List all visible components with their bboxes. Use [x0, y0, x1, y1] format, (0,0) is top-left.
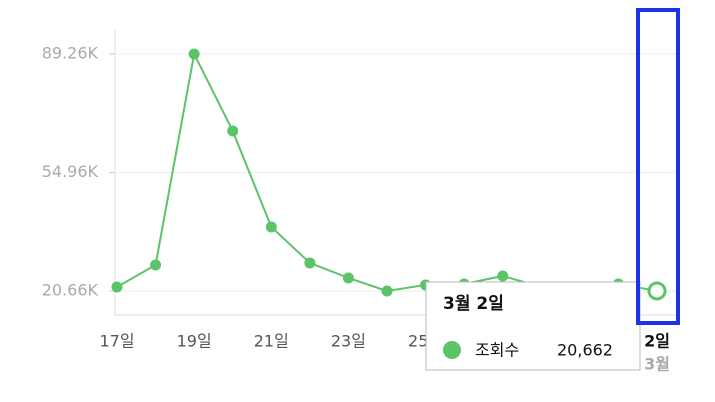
tooltip-box — [425, 281, 641, 371]
point — [265, 221, 277, 233]
y-tick-label: 89.26K — [42, 43, 99, 62]
y-tick-label: 54.96K — [42, 162, 99, 181]
point — [342, 272, 354, 284]
x-tick-label: 17일 — [99, 332, 134, 351]
point — [497, 270, 509, 282]
x-month-label: 3월 — [644, 355, 670, 374]
point — [188, 48, 200, 60]
tooltip-series-name: 조회수 — [475, 341, 519, 360]
point — [111, 281, 123, 293]
x-tick-label: 23일 — [331, 332, 366, 351]
y-tick-label: 20.66K — [42, 280, 99, 299]
point — [227, 125, 239, 137]
tooltip-value: 20,662 — [557, 341, 613, 360]
tooltip-title: 3월 2일 — [443, 294, 504, 314]
point — [647, 281, 667, 301]
tooltip-legend-dot — [443, 341, 461, 359]
x-tick-label: 2일 — [644, 332, 670, 351]
highlight-box — [636, 8, 680, 325]
point — [381, 285, 393, 297]
x-tick-label: 19일 — [177, 332, 212, 351]
point — [304, 257, 316, 269]
point — [150, 259, 162, 271]
x-tick-label: 21일 — [254, 332, 289, 351]
tooltip: 3월 2일 조회수 20,662 — [425, 281, 641, 371]
